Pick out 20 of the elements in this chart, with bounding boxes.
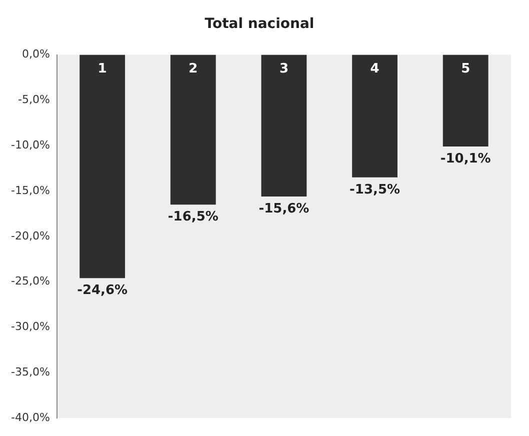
x-tick-label: 3 <box>279 62 288 77</box>
y-tick-label: -30,0% <box>10 320 50 334</box>
x-tick-label: 5 <box>461 62 470 77</box>
x-tick-label: 2 <box>188 62 198 77</box>
x-tick-label: 4 <box>370 62 380 77</box>
y-tick-label: 0,0% <box>22 48 50 61</box>
y-tick-label: -10,0% <box>10 138 50 152</box>
data-label: -24,6% <box>77 283 128 298</box>
y-tick-label: -15,0% <box>10 184 50 197</box>
y-tick-label: -5,0% <box>18 93 50 106</box>
data-label: -13,5% <box>350 182 400 198</box>
x-tick-label: 1 <box>98 62 107 77</box>
y-tick-label: -25,0% <box>10 274 50 288</box>
y-tick-label: -40,0% <box>10 410 50 424</box>
y-tick-label: -20,0% <box>10 229 50 242</box>
chart-title: Total nacional <box>204 16 314 32</box>
data-label: -15,6% <box>258 201 310 216</box>
data-label: -16,5% <box>168 209 218 224</box>
data-label: -10,1% <box>440 151 491 166</box>
y-tick-label: -35,0% <box>10 365 50 378</box>
